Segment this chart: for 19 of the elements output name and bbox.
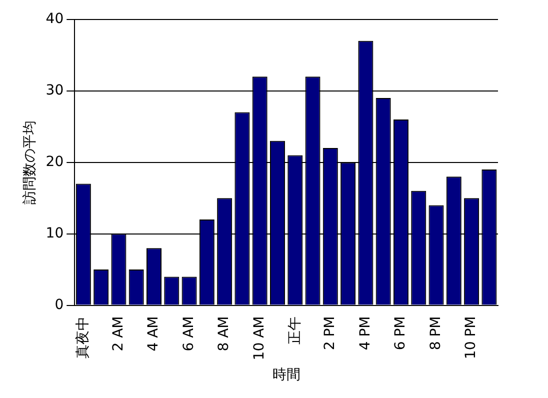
x-tick-label: 6 AM (180, 316, 197, 352)
x-tick-label: 6 PM (392, 316, 409, 350)
x-tick-label: 4 AM (146, 316, 162, 352)
x-tick-label: 2 AM (110, 316, 126, 352)
x-tick-label: 4 PM (357, 316, 374, 350)
x-tick-label: 8 AM (216, 316, 232, 352)
y-tick-label: 30 (46, 82, 64, 99)
x-tick-label: 2 PM (322, 316, 338, 350)
x-tick-label: 10 AM (251, 316, 268, 360)
y-tick-label: 10 (46, 225, 64, 242)
y-tick-label: 20 (46, 154, 64, 170)
x-axis-title: 時間 (272, 367, 300, 384)
y-axis-title: 訪問数の平均 (22, 120, 38, 204)
x-tick-label: 8 PM (428, 316, 444, 350)
x-tick-label: 正午 (286, 316, 303, 344)
y-tick-label: 0 (54, 296, 64, 313)
x-tick-label: 10 PM (463, 316, 480, 360)
y-tick-label: 40 (46, 11, 64, 28)
x-tick-label: 真夜中 (75, 316, 92, 358)
